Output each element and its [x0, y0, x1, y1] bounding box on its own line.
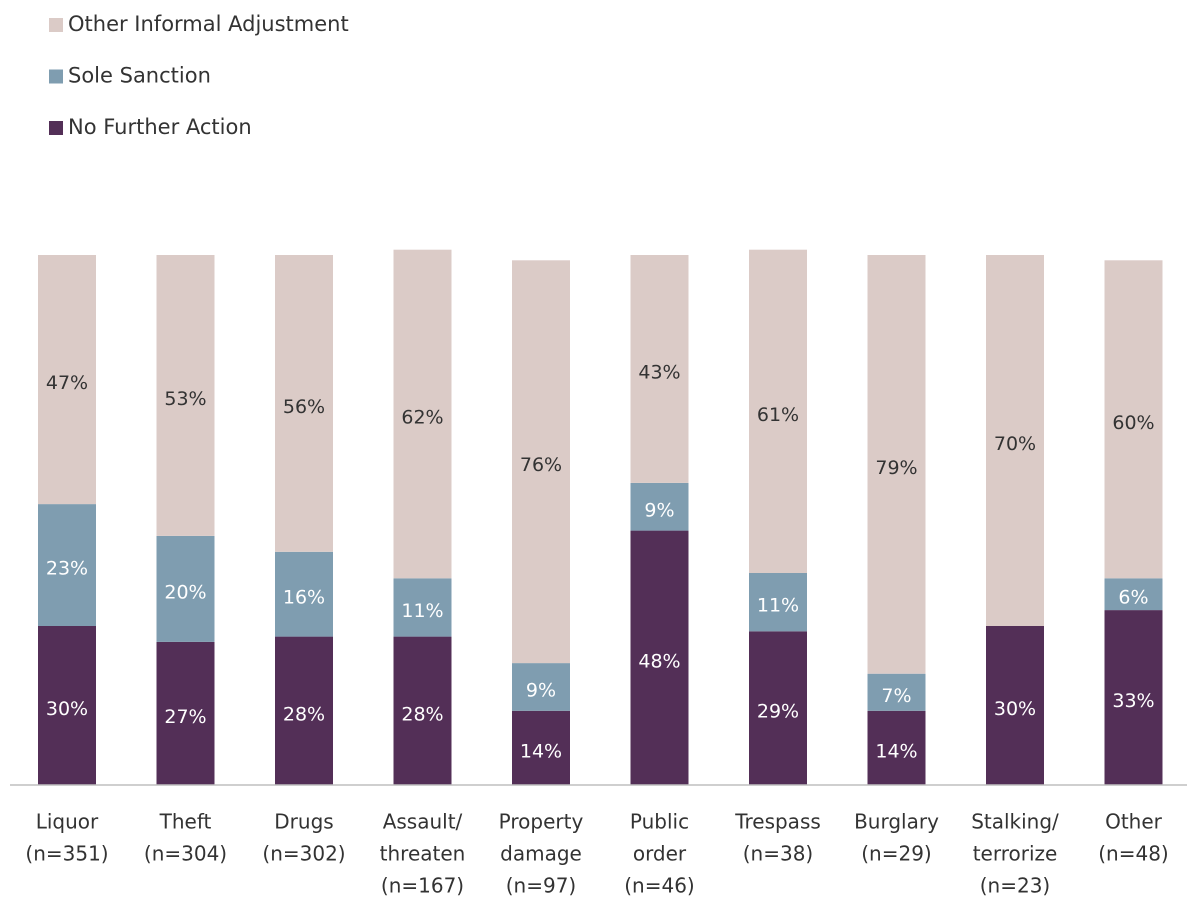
bar-segment	[275, 551, 333, 637]
data-label: 28%	[401, 703, 443, 725]
x-tick-label: Burglary	[854, 810, 939, 834]
data-label: 9%	[526, 679, 556, 701]
x-tick-label: threaten	[380, 842, 466, 866]
data-label: 62%	[401, 407, 443, 429]
legend-swatch	[49, 18, 63, 32]
legend-label: Sole Sanction	[68, 64, 211, 88]
x-tick-label: (n=38)	[743, 842, 814, 866]
bar-segment	[38, 626, 96, 785]
data-label: 48%	[638, 650, 680, 672]
bar-segment	[630, 482, 689, 531]
data-label: 76%	[520, 454, 562, 476]
bar-segment	[630, 530, 689, 785]
bar-segment	[749, 249, 807, 573]
data-label: 6%	[1118, 587, 1148, 609]
data-label: 30%	[46, 698, 88, 720]
legend-label: Other Informal Adjustment	[68, 12, 349, 36]
data-label: 27%	[164, 706, 206, 728]
data-label: 61%	[757, 404, 799, 426]
x-tick-label: Drugs	[274, 810, 333, 834]
x-tick-label: (n=23)	[980, 874, 1051, 898]
bar-segment	[512, 260, 570, 664]
x-tick-label: (n=97)	[506, 874, 577, 898]
data-label: 43%	[638, 361, 680, 383]
data-label: 53%	[164, 388, 206, 410]
data-label: 33%	[1112, 690, 1154, 712]
bar-segment	[512, 663, 570, 711]
legend-label: No Further Action	[68, 115, 252, 139]
bar-segment	[38, 504, 96, 626]
bar-segment	[749, 573, 807, 632]
data-label: 23%	[46, 558, 88, 580]
x-tick-label: (n=167)	[381, 874, 464, 898]
data-label: 28%	[283, 703, 325, 725]
x-tick-label: (n=29)	[861, 842, 932, 866]
x-tick-label: damage	[500, 842, 582, 866]
x-tick-label: Liquor	[36, 810, 99, 834]
data-label: 79%	[875, 457, 917, 479]
x-tick-label: Theft	[159, 810, 212, 834]
x-tick-label: Assault/	[383, 810, 463, 834]
bar-segment	[393, 249, 452, 579]
x-tick-label: Other	[1105, 810, 1163, 834]
bar-segment	[156, 641, 215, 785]
bar-segment	[156, 535, 215, 642]
bar-segment	[986, 255, 1044, 626]
bar-segment	[749, 631, 807, 785]
x-tick-label: (n=48)	[1098, 842, 1169, 866]
data-label: 56%	[283, 396, 325, 418]
data-label: 14%	[875, 740, 917, 762]
data-label: 14%	[520, 740, 562, 762]
bar-segment	[275, 636, 333, 785]
x-tick-label: terrorize	[973, 842, 1058, 866]
data-label: 29%	[757, 701, 799, 723]
x-tick-label: Trespass	[734, 810, 821, 834]
bar-segment	[630, 255, 689, 483]
bar-segment	[1104, 260, 1163, 579]
bar-segment	[38, 255, 96, 505]
data-label: 11%	[757, 595, 799, 617]
x-tick-label: Stalking/	[971, 810, 1059, 834]
x-tick-label: (n=304)	[144, 842, 227, 866]
bar-segment	[512, 710, 570, 785]
data-label: 70%	[994, 433, 1036, 455]
bar-segment	[1104, 578, 1163, 611]
data-label: 60%	[1112, 412, 1154, 434]
bar-segment	[393, 636, 452, 785]
data-label: 9%	[644, 499, 674, 521]
data-label: 20%	[164, 581, 206, 603]
x-tick-label: order	[633, 842, 687, 866]
bar-segment	[986, 626, 1044, 785]
bar-segment	[867, 710, 926, 785]
data-label: 47%	[46, 372, 88, 394]
bar-segment	[275, 255, 333, 552]
x-tick-label: (n=46)	[624, 874, 695, 898]
legend-swatch	[49, 69, 63, 84]
x-tick-label: (n=302)	[262, 842, 345, 866]
data-label: 16%	[283, 587, 325, 609]
data-label: 11%	[401, 600, 443, 622]
x-tick-label: Public	[630, 810, 689, 834]
bar-segment	[393, 578, 452, 637]
bar-segment	[156, 255, 215, 536]
data-label: 7%	[881, 685, 911, 707]
bar-segment	[1104, 610, 1163, 785]
x-tick-label: Property	[499, 810, 584, 834]
legend-swatch	[49, 121, 63, 135]
bar-segment	[867, 255, 926, 674]
data-label: 30%	[994, 698, 1036, 720]
bar-segment	[867, 673, 926, 711]
x-tick-label: (n=351)	[25, 842, 108, 866]
